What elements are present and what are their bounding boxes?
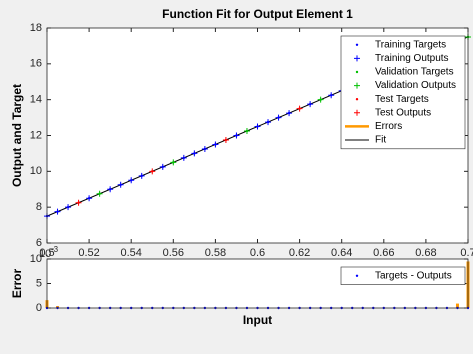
x-axis-label: Input — [243, 313, 272, 327]
legend-label: Validation Outputs — [375, 80, 456, 91]
output-point — [117, 181, 124, 188]
output-point — [254, 123, 261, 130]
output-point — [328, 92, 335, 99]
y-axis-label: Output and Target — [10, 84, 24, 187]
y-tick-label: 18 — [30, 22, 42, 34]
y-tick-label: 12 — [30, 129, 42, 141]
x-tick-label: 0.64 — [331, 247, 352, 259]
x-tick-label: 0.7 — [460, 247, 473, 259]
y-tick-label: 10 — [30, 165, 42, 177]
legend-label: Training Targets — [375, 39, 446, 50]
legend-label: Training Outputs — [375, 53, 449, 64]
legend-symbol — [354, 82, 360, 89]
scale-exponent: -3 — [51, 245, 59, 254]
legend-label: Targets - Outputs — [375, 270, 452, 281]
output-point — [86, 195, 93, 202]
output-point — [96, 190, 103, 197]
y-tick-label: 10 — [30, 253, 42, 265]
output-point — [286, 110, 293, 117]
output-point — [296, 105, 303, 112]
legend-box — [340, 266, 466, 285]
y-tick-label: 6 — [36, 237, 42, 249]
y-tick-label: 14 — [30, 94, 42, 106]
x-tick-label: 0.54 — [120, 247, 141, 259]
output-point — [75, 199, 82, 206]
output-point — [317, 96, 324, 103]
output-point — [138, 172, 145, 179]
output-point — [54, 208, 61, 215]
output-point — [159, 163, 166, 170]
y-axis-label: Error — [10, 268, 24, 298]
x-tick-label: 0.66 — [373, 247, 394, 259]
legend-symbol — [355, 98, 359, 101]
chart-title: Function Fit for Output Element 1 — [162, 7, 353, 21]
x-tick-label: 0.52 — [78, 247, 99, 259]
x-tick-label: 0.68 — [415, 247, 436, 259]
legend-label: Test Outputs — [375, 107, 431, 118]
legend-label: Test Targets — [375, 94, 429, 105]
legend-box — [340, 35, 466, 150]
scale-base: 10 — [39, 248, 51, 260]
output-point — [222, 136, 229, 143]
legend-symbol — [355, 274, 359, 277]
y-tick-label: 8 — [36, 201, 42, 213]
output-point — [191, 150, 198, 157]
output-point — [170, 159, 177, 166]
legend-label: Errors — [375, 121, 402, 132]
output-point — [275, 114, 282, 121]
legend-symbol — [355, 43, 359, 46]
output-point — [201, 145, 208, 152]
x-tick-label: 0.56 — [163, 247, 184, 259]
x-tick-label: 0.62 — [289, 247, 310, 259]
axes-frame — [46, 258, 469, 309]
x-tick-label: 0.5 — [39, 247, 54, 259]
legend-label: Validation Targets — [375, 67, 454, 78]
output-point — [180, 154, 187, 161]
legend-symbol — [354, 55, 360, 62]
y-tick-label: 16 — [30, 58, 42, 70]
legend-label: Fit — [375, 135, 386, 146]
output-point — [107, 186, 114, 193]
output-point — [265, 119, 272, 126]
y-tick-label: 5 — [36, 277, 42, 289]
output-point — [233, 132, 240, 139]
x-tick-label: 0.58 — [205, 247, 226, 259]
legend-symbol — [354, 109, 360, 116]
legend-symbol — [355, 70, 359, 74]
output-point — [65, 204, 72, 211]
output-point — [149, 168, 156, 175]
y-tick-label: 0 — [36, 302, 42, 314]
output-point — [128, 177, 135, 184]
output-point — [212, 141, 219, 148]
x-tick-label: 0.6 — [250, 247, 265, 259]
axes-frame — [46, 27, 469, 244]
output-point — [243, 128, 250, 135]
output-point — [307, 101, 314, 108]
